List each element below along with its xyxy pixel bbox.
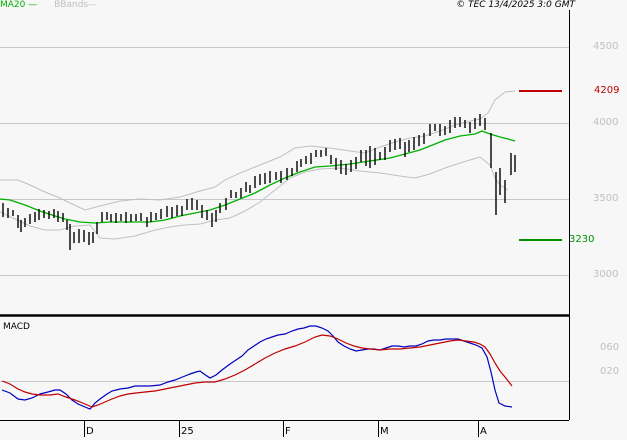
x-axis-ticks bbox=[84, 421, 479, 437]
y-label-4500: 4500 bbox=[593, 41, 619, 52]
x-label-2025: 25 bbox=[181, 426, 194, 437]
copyright-timestamp: © TEC 13/4/2025 3:0 GMT bbox=[456, 0, 575, 10]
legend-ma20: MA20 bbox=[0, 0, 26, 10]
macd-line bbox=[1, 325, 513, 410]
macd-label-60: 060 bbox=[600, 342, 620, 353]
macd-signal-line bbox=[1, 334, 513, 408]
y-label-3500: 3500 bbox=[593, 193, 619, 204]
bband-lower-line bbox=[0, 156, 509, 240]
x-label-apr: A bbox=[480, 426, 487, 437]
macd-title: MACD bbox=[3, 322, 30, 332]
x-label-mar: M bbox=[380, 426, 389, 437]
y-label-4000: 4000 bbox=[593, 117, 619, 128]
macd-label-20: 020 bbox=[600, 366, 620, 377]
legend-ma20-swatch: — bbox=[25, 0, 38, 10]
chart-legend: MA20 — BBands— bbox=[0, 0, 97, 11]
price-gridlines bbox=[0, 47, 569, 382]
support-label: 3230 bbox=[569, 234, 595, 245]
legend-bbands-swatch: — bbox=[88, 0, 98, 10]
x-label-feb: F bbox=[285, 426, 291, 437]
ohlc-bars bbox=[2, 114, 516, 250]
x-label-dec: D bbox=[86, 426, 94, 437]
ma20-line bbox=[0, 130, 516, 224]
resistance-label: 4209 bbox=[594, 85, 620, 96]
legend-bbands: BBands bbox=[54, 0, 89, 10]
y-label-3000: 3000 bbox=[593, 269, 619, 280]
